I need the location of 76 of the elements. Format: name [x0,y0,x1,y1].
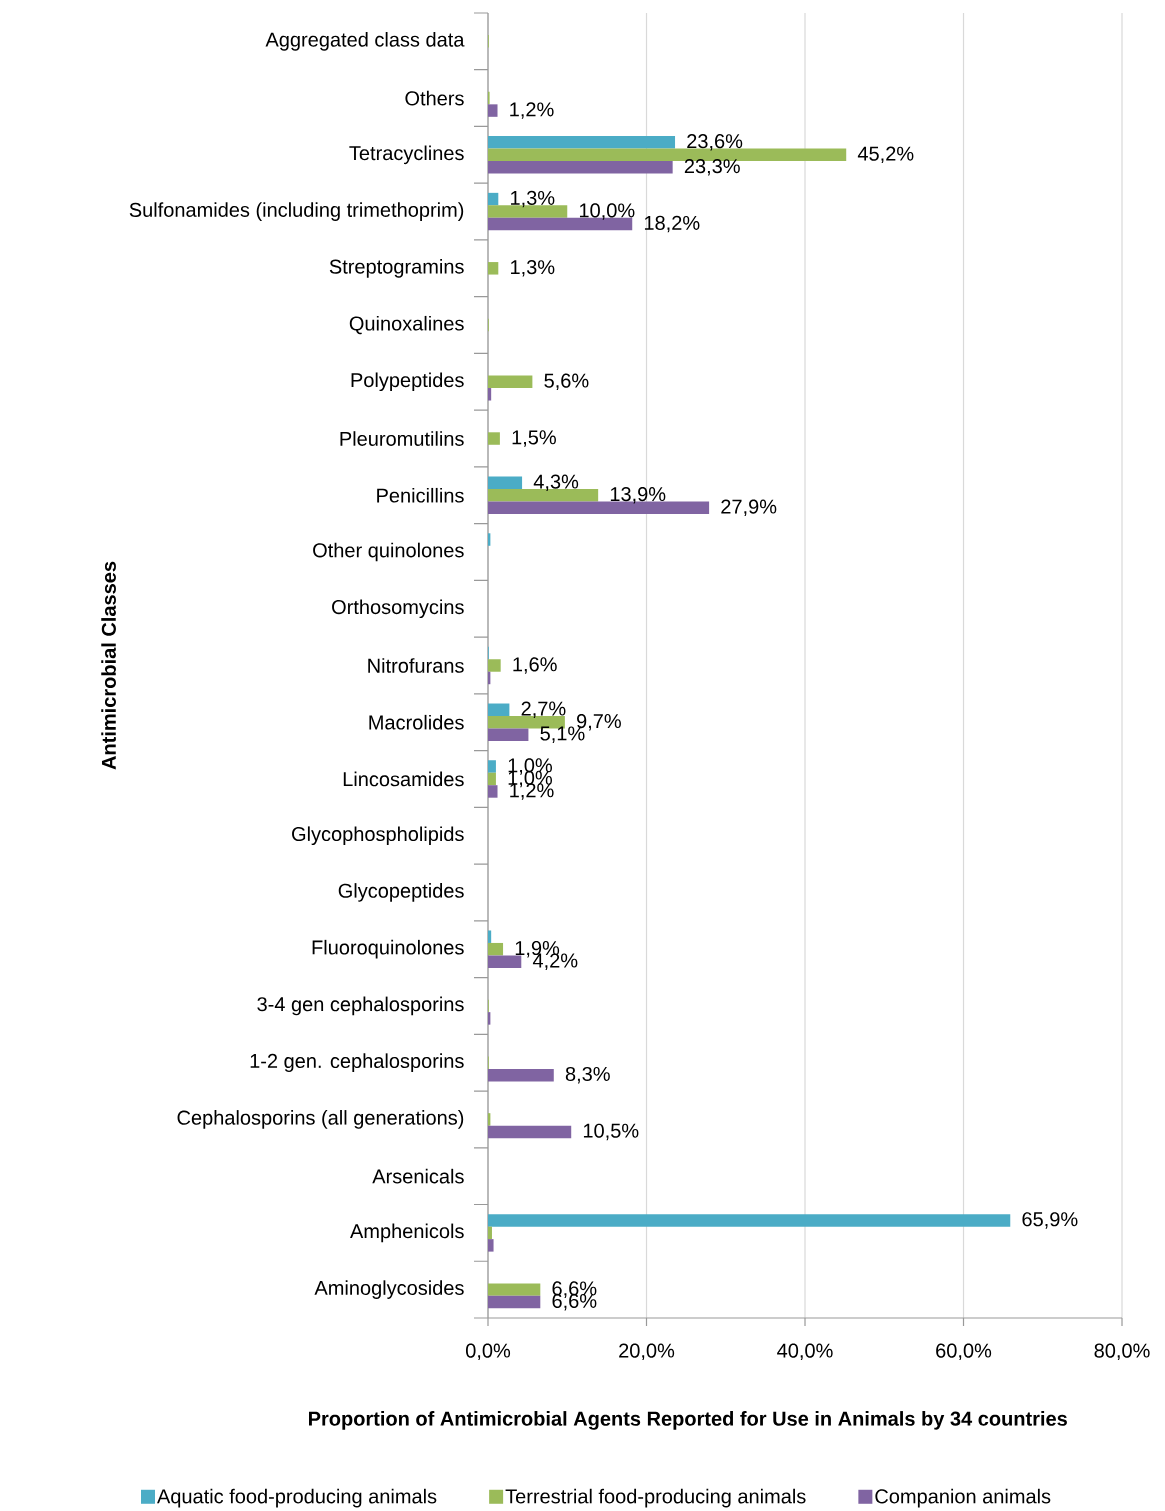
x-tick-label: 40,0% [777,1343,833,1361]
y-tick-label: Nitrofurans [368,658,464,673]
data-label: 23,3% [684,159,740,176]
bar [488,760,496,773]
bar [488,1226,492,1240]
bar [488,1283,541,1296]
y-tick-label: Quinoxalines [349,315,464,335]
y-axis-title: Antimicrobial Classes [101,561,116,770]
bar [488,192,499,206]
x-tick-label: 20,0% [619,1343,675,1361]
x-axis-title: Proportion of Antimicrobial Agents Reported for Use in Animals by 34 countries [309,1411,1067,1430]
bar [488,432,500,445]
data-label: 1,3% [511,260,555,277]
y-tick-label: 1-2 gen. cephalosporins [250,1053,464,1072]
bar [488,772,496,786]
bar [488,785,498,798]
data-label: 10,5% [583,1123,639,1141]
bar [488,930,492,943]
bar [488,388,492,401]
y-tick-label: Orthosomycins [332,599,464,619]
bar [488,728,529,741]
bar [488,375,533,389]
bar [488,942,504,956]
x-tick-label: 0,0% [465,1343,511,1361]
y-tick-label: Sulfonamides (including trimethoprim) [129,202,464,221]
y-tick-label: Penicillins [377,487,464,503]
data-label: 1,2% [510,102,554,119]
legend-label: Companion animals [875,1488,1051,1508]
data-label: 8,3% [565,1066,610,1084]
bar [488,1295,541,1309]
y-tick-label: Others [405,90,464,106]
y-tick-label: Pleuromutilins [340,431,464,446]
y-tick-label: Glycopeptides [338,883,464,902]
bar [488,659,501,672]
data-label: 18,2% [644,215,700,233]
y-tick-label: Fluoroquinolones [312,939,464,959]
bar [488,703,510,716]
legend-label: Aquatic food-producing animals [157,1488,437,1508]
y-tick-label: Other quinolones [313,542,464,562]
y-tick-label: Amphenicols [350,1223,464,1243]
data-label: 4,3% [533,474,579,492]
bar [488,136,676,149]
y-tick-label: Polypeptides [351,372,464,392]
data-label: 45,2% [857,146,914,164]
y-tick-label: Aggregated class data [265,32,465,51]
bar [488,161,673,174]
data-label: 65,9% [1022,1212,1078,1229]
legend-label: Terrestrial food-producing animals [505,1488,806,1508]
data-label: 2,7% [521,701,566,719]
x-tick-label: 80,0% [1094,1343,1150,1361]
bar [488,1214,1011,1227]
y-tick-label: Aminoglycosides [314,1280,464,1299]
y-tick-label: Arsenicals [372,1168,464,1184]
bar [488,104,498,117]
bar [488,262,499,275]
bar [488,1068,554,1082]
y-tick-label: Cephalosporins (all generations) [177,1110,464,1129]
data-label: 1,5% [512,430,556,447]
y-tick-label: Glycophospholipids [292,826,464,846]
data-label: 13,9% [610,487,666,504]
data-label: 1,6% [513,657,557,674]
bar [488,1125,572,1139]
data-label: 1,3% [511,190,555,208]
data-label: 27,9% [721,499,777,517]
y-tick-label: Lincosamides [343,771,464,787]
data-label: 23,6% [687,134,743,151]
x-tick-label: 60,0% [936,1343,992,1361]
y-tick-label: Streptogramins [329,258,464,278]
y-tick-label: Macrolides [369,714,464,730]
bar [488,1239,494,1252]
data-label: 10,0% [579,203,635,220]
y-tick-label: Tetracyclines [349,145,464,165]
bar [488,476,523,490]
data-label: 5,6% [544,373,589,391]
bar [488,489,599,502]
y-tick-label: 3-4 gen cephalosporins [257,996,464,1016]
